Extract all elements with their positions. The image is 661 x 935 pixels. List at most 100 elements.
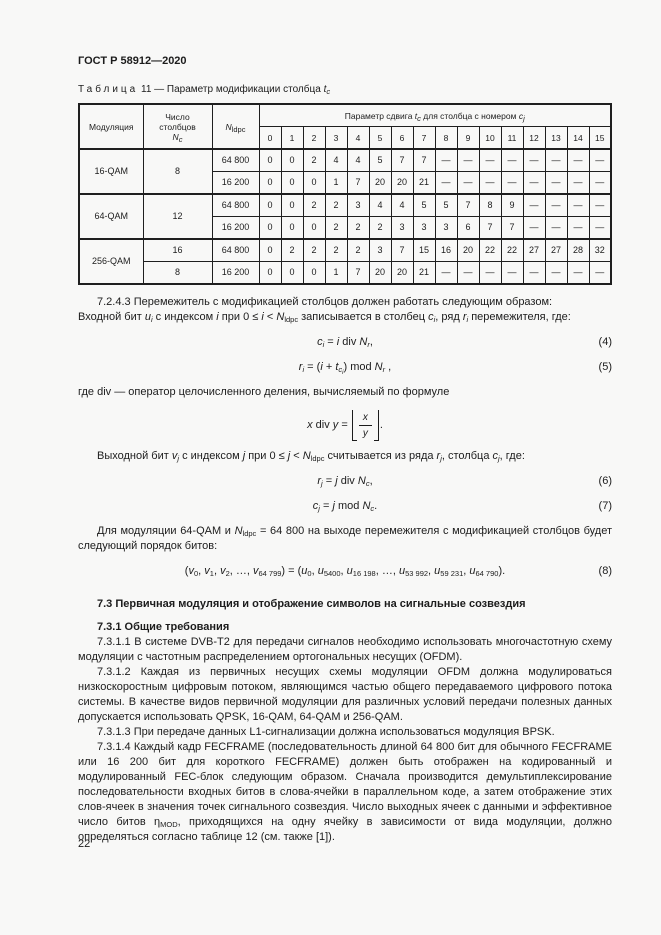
cell-shift-value: 7 (390, 238, 414, 262)
cell-modulation: 256-QAM (78, 238, 144, 285)
cell-shift-value: 7 (390, 148, 414, 172)
col-number: 14 (566, 126, 590, 150)
cell-shift-value: 22 (500, 238, 524, 262)
table-row: 8 16 200 0 0 0 1 7 20 20 21— — — — — — — — (79, 261, 612, 285)
cell-shift-value: 5 (368, 148, 392, 172)
col-number: 3 (324, 126, 348, 150)
cell-shift-value: — (522, 261, 546, 285)
cell-shift-value: 3 (434, 216, 458, 240)
floor-right-bracket (373, 410, 379, 441)
cell-shift-value: 7 (346, 171, 370, 195)
cell-shift-value: — (522, 193, 546, 217)
cell-shift-value: — (566, 171, 590, 195)
paragraph-7314: 7.3.1.4 Каждый кадр FECFRAME (последоват… (78, 741, 613, 843)
heading-7-3: 7.3 Первичная модуляция и отображение си… (97, 598, 526, 610)
paragraph-7311: 7.3.1.1 В системе DVB-T2 для передачи си… (78, 636, 612, 663)
equation-body: ri = (i + tci) mod Nr , (298, 361, 392, 376)
table-row: 16-QAM 8 64 800 0 0 2 4 4 5 7 7— — — — — — — — (78, 148, 612, 195)
fraction-denominator: y (362, 428, 368, 439)
cell-shift-value: — (456, 171, 480, 195)
cell-shift-value: 0 (280, 216, 304, 240)
cell-shift-value: — (500, 261, 524, 285)
cell-shift-value: 15 (412, 238, 436, 262)
cell-shift-value: 16 (434, 238, 458, 262)
cell-shift-value: 3 (390, 216, 414, 240)
cell-modulation: 64-QAM (78, 193, 144, 240)
equation-7: cj = j mod Nc. (7) (78, 498, 612, 514)
cell-shift-value: 20 (368, 171, 392, 195)
cell-shift-value: 20 (390, 261, 414, 285)
cell-shift-value: 8 (478, 193, 502, 217)
cell-shift-value: 20 (456, 238, 480, 262)
col-number: 15 (588, 126, 612, 150)
cell-shift-value: 7 (412, 148, 436, 172)
cell-shift-value: 4 (346, 148, 370, 172)
cell-shift-value: — (500, 171, 524, 195)
cell-nldpc: 16 200 (211, 171, 260, 195)
equation-tail: . (379, 419, 383, 432)
col-number: 9 (456, 126, 480, 150)
cell-shift-value: — (478, 261, 502, 285)
cell-shift-value: 0 (258, 261, 282, 285)
col-number: 8 (434, 126, 458, 150)
table-row: 16 200 0 0 0 1 7 20 20 21— — — — — — — — (79, 171, 612, 195)
table-header-row: Модуляция Число столбцов Nc Nldpc Параме… (78, 103, 612, 150)
cell-shift-value: 3 (368, 238, 392, 262)
cell-shift-value: — (588, 148, 612, 172)
table-header: Модуляция Число столбцов Nc Nldpc Параме… (78, 103, 612, 150)
col-number: 4 (346, 126, 370, 150)
cell-shift-value: 27 (544, 238, 568, 262)
equation-body: ci = i div Nr, (317, 336, 373, 349)
cell-shift-value: — (456, 261, 480, 285)
cell-shift-value: — (456, 148, 480, 172)
cell-shift-value: 4 (390, 193, 414, 217)
cell-shift-value: 0 (302, 171, 326, 195)
cell-shift-value: 4 (368, 193, 392, 217)
cell-shift-value: — (478, 148, 502, 172)
cell-shift-value: — (544, 261, 568, 285)
cell-shift-value: — (588, 261, 612, 285)
cell-shift-value: 2 (280, 238, 304, 262)
cell-nldpc: 64 800 (211, 238, 260, 262)
cell-shift-value: 5 (412, 193, 436, 217)
cell-shift-value: — (434, 171, 458, 195)
cell-shift-value: 28 (566, 238, 590, 262)
cell-shift-value: 7 (346, 261, 370, 285)
col-number: 2 (302, 126, 326, 150)
cell-shift-value: 21 (412, 261, 436, 285)
cell-shift-value: 27 (522, 238, 546, 262)
cell-shift-value: — (588, 193, 612, 217)
cell-shift-value: — (544, 193, 568, 217)
table-body: 16-QAM 8 64 800 0 0 2 4 4 5 7 7— — — — — — — —16 200 0 0 0 1 7… (78, 148, 612, 285)
cell-shift-value: 2 (302, 148, 326, 172)
cell-shift-value: — (566, 193, 590, 217)
cell-shift-value: 0 (258, 216, 282, 240)
equation-number: (7) (598, 500, 612, 512)
table-row: 256-QAM 16 64 800 0 2 2 2 2 3 7 15 16 20 22 22 27 27 28 32 (78, 238, 612, 285)
cell-shift-value: 5 (434, 193, 458, 217)
cell-shift-value: — (544, 171, 568, 195)
cell-shift-value: 2 (324, 216, 348, 240)
equation-number: (4) (598, 336, 612, 348)
cell-shift-value: 0 (302, 261, 326, 285)
cell-shift-value: 7 (456, 193, 480, 217)
cell-shift-value: 7 (478, 216, 502, 240)
col-number: 11 (500, 126, 524, 150)
cell-shift-value: — (478, 171, 502, 195)
equation-number: (6) (598, 475, 612, 487)
cell-nldpc: 16 200 (211, 261, 260, 285)
cell-shift-value: — (522, 171, 546, 195)
col-number: 13 (544, 126, 568, 150)
paragraph-where-div: где div — оператор целочисленного делени… (78, 386, 450, 398)
cell-shift-value: 0 (302, 216, 326, 240)
cell-shift-value: 22 (478, 238, 502, 262)
fraction-numerator: x (358, 411, 372, 426)
cell-shift-value: 21 (412, 171, 436, 195)
equation-number: (8) (598, 565, 612, 577)
cell-shift-value: 32 (588, 238, 612, 262)
cell-shift-value: 0 (280, 171, 304, 195)
page-number: 22 (78, 838, 91, 850)
cell-nldpc: 64 800 (211, 193, 260, 217)
cell-shift-value: — (500, 148, 524, 172)
